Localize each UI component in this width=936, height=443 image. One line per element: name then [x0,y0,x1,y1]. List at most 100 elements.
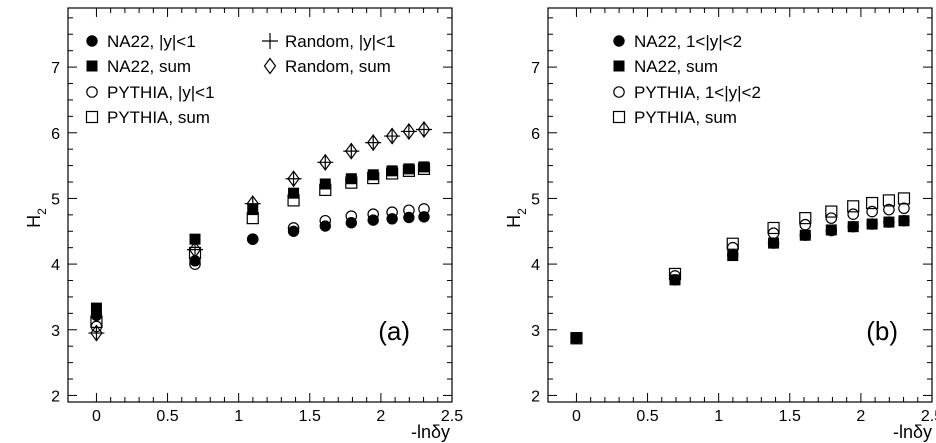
y-tick-label: 4 [531,257,540,274]
panel-a-points [88,120,432,342]
x-tick-label: 0 [572,408,581,425]
panel-a-ylabel: H2 [24,208,49,228]
panel-a-xlabel: -lnδy [411,422,450,442]
legend-entry-na22-sum: NA22, sum [107,57,191,76]
panel-b-frame [547,7,933,403]
series-pythia-sum [570,192,911,345]
data-point [366,134,380,152]
data-point [898,215,910,227]
y-tick-label: 4 [51,257,60,274]
data-point [319,183,332,196]
data-point [90,324,103,342]
data-point [367,208,380,220]
panel-a-ylabel-sub: 2 [35,208,49,215]
panel-a-legend: NA22, |y|<1 NA22, sum PYTHIA, |y|<1 PYTH… [85,32,395,127]
x-tick-label: 1.5 [779,408,801,425]
data-point [882,194,896,207]
data-point [319,214,332,227]
data-point [866,218,878,230]
data-point [866,196,879,210]
panel-b-tick-labels: 0 0.5 1 1.5 2 2.5 2 3 4 5 6 7 [531,60,936,425]
x-tick-label: 2 [376,408,385,425]
panel-b-ticks [548,8,933,402]
data-point [668,267,682,281]
panel-b-ylabel-sub: 2 [515,208,529,215]
y-tick-label: 6 [51,126,60,143]
data-point [883,216,895,228]
panel-b-points [570,192,911,345]
x-tick-label: 2.5 [921,408,936,425]
legend-marker-na22-sum [86,60,98,72]
data-point [898,202,910,215]
data-point [418,211,430,223]
data-point [386,206,398,219]
series-random-sum [90,120,431,342]
panel-a-ticks [68,8,453,402]
data-point [570,332,583,345]
y-tick-label: 5 [51,191,60,208]
legend-entry-na22-y12: NA22, 1<|y|<2 [634,32,742,51]
data-point [847,200,860,213]
panel-b-label: (b) [866,316,898,346]
data-point [345,142,358,160]
data-point [418,161,430,173]
legend-marker-na22-sum [613,60,625,72]
data-point [897,192,911,205]
data-point [825,212,838,224]
data-point [403,163,415,175]
data-point [345,176,358,189]
data-point [727,250,739,262]
data-point [866,205,878,218]
data-point [386,165,398,177]
panel-b-xlabel: -lnδy [893,422,932,442]
svg-text:H2: H2 [504,208,529,228]
data-point [367,214,379,226]
data-point [319,153,332,171]
x-tick-label: 0.5 [156,408,178,425]
series-na22-sum [90,161,430,314]
y-tick-label: 7 [51,60,60,77]
panel-a-frame [67,7,453,403]
y-tick-label: 2 [531,388,540,405]
y-tick-label: 2 [51,388,60,405]
legend-marker-pythia-1-y-2 [613,86,625,98]
x-tick-label: 0.5 [636,408,658,425]
series-na22-1-y-2 [570,215,910,344]
panel-b-ylabel-main: H [504,215,524,228]
data-point [767,221,780,235]
data-point [287,194,300,207]
panel-a-ylabel-main: H [24,215,44,228]
data-point [402,164,416,177]
legend-entry-na22-sum-b: NA22, sum [634,57,718,76]
data-point [287,170,300,188]
data-point [246,195,259,213]
legend-marker-random-sum [263,57,277,75]
series-pythia-y-1 [90,203,430,333]
x-tick-label: 2 [856,408,865,425]
data-point [417,162,431,175]
panel-b-legend: NA22, 1<|y|<2 NA22, sum PYTHIA, 1<|y|<2 … [612,32,761,127]
data-point [402,122,416,140]
panel-b-ylabel: H2 [504,208,529,228]
panel-a: 0 0.5 1 1.5 2 2.5 2 3 4 5 6 7 NA22, |y|<1 NA22, sum… [24,7,463,442]
data-point [799,212,812,225]
data-point [246,233,259,245]
legend-marker-pythia-sum [612,110,626,124]
legend-entry-random-y1: Random, |y|<1 [285,32,395,51]
data-point [768,237,780,249]
x-tick-label: 1 [234,408,243,425]
data-point [367,171,380,185]
data-point [288,187,300,199]
legend-entry-na22-y1: NA22, |y|<1 [107,32,196,51]
data-point [90,302,102,314]
data-point [385,127,399,145]
series-pythia-sum [90,162,431,328]
series-random-y-1 [88,121,432,342]
data-point [386,167,399,180]
y-tick-label: 3 [531,323,540,340]
data-point [189,233,201,245]
x-tick-label: 1.5 [299,408,321,425]
data-point [287,222,300,234]
data-point [188,241,202,259]
